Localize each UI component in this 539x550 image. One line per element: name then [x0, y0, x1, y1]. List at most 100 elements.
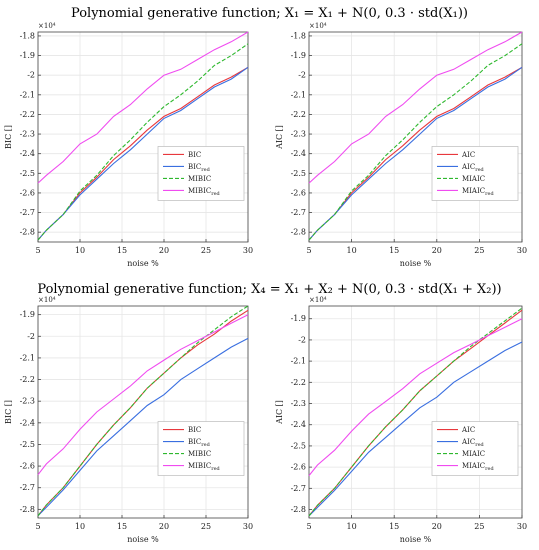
x-axis-label: noise % [400, 535, 432, 544]
chart-panel-2: -2.8 -2.7 -2.6 -2.5 -2.4 -2.3 -2.2 -2.1 -2 -1.9 -1… [275, 22, 527, 268]
x-tick-label: 20 [432, 246, 442, 255]
legend-box [157, 146, 245, 201]
y-tick-label: -2.6 [20, 188, 35, 197]
series-line-aic-red [308, 66, 523, 241]
series-line-bic-red [37, 337, 249, 517]
y-tick-label: -1.8 [20, 31, 35, 40]
series-line-mibic-red [37, 31, 249, 184]
y-tick-label: -2.8 [20, 228, 35, 237]
series-line-bic [37, 309, 249, 517]
chart-panel-4: -2.8 -2.7 -2.6 -2.5 -2.4 -2.3 -2.2 -2.1 -2 -1.9 5 1… [275, 296, 527, 544]
y-tick-label: -2.2 [20, 375, 35, 384]
legend-label: BICred [188, 163, 211, 173]
x-tick-label: 25 [474, 522, 484, 531]
series-line-aic-red [308, 341, 523, 517]
series-line-miaic [308, 307, 523, 517]
legend-label: AIC [461, 151, 475, 159]
legend-label: BIC [188, 426, 201, 434]
y-tick-label: -2.1 [20, 353, 35, 362]
y-tick-label: -2.7 [20, 483, 35, 492]
chart-panel-1: -2.8 -2.7 -2.6 -2.5 -2.4 -2.3 -2.2 -2.1 -2 -1.9 -1… [4, 22, 253, 268]
x-tick-label: 20 [159, 522, 169, 531]
y-tick-label: -2.2 [20, 110, 35, 119]
legend-label: AICred [461, 438, 485, 448]
legend-box [431, 421, 519, 476]
legend-label: MIAIC [462, 175, 485, 183]
plot-area-frame [308, 31, 523, 243]
series-line-mibic-red [37, 314, 249, 476]
x-tick-label: 15 [117, 522, 127, 531]
x-axis-label: noise % [400, 259, 432, 268]
x-tick-label: 30 [517, 246, 527, 255]
series-line-mibic [37, 305, 249, 517]
exponent-label: ×10⁴ [38, 22, 56, 30]
legend-label: AIC [461, 426, 475, 434]
x-axis-label: noise % [127, 535, 159, 544]
y-tick-label: -2.4 [291, 420, 306, 429]
y-axis-label: AIC [] [275, 125, 284, 150]
y-tick-label: -1.9 [291, 314, 306, 323]
y-tick-label: -2.6 [291, 463, 306, 472]
figure-title-top: Polynomial generative function; X₁ = X₁ … [70, 6, 468, 21]
y-tick-label: -2.1 [20, 90, 35, 99]
y-tick-label: -2.8 [20, 505, 35, 514]
plot-area-frame [37, 305, 249, 519]
x-tick-label: 30 [517, 522, 527, 531]
legend-box [157, 421, 245, 476]
legend-label: MIAICred [462, 462, 494, 472]
legend-label: BICred [188, 438, 211, 448]
exponent-label: ×10⁴ [309, 296, 327, 304]
y-tick-label: -2 [27, 332, 35, 341]
y-tick-label: -1.9 [291, 51, 306, 60]
exponent-label: ×10⁴ [38, 296, 56, 304]
x-tick-label: 30 [243, 246, 253, 255]
y-tick-label: -2.5 [291, 169, 306, 178]
y-tick-label: -2.5 [20, 169, 35, 178]
y-tick-label: -1.9 [20, 310, 35, 319]
legend-label: MIBIC [188, 175, 211, 183]
legend-label: AICred [461, 163, 485, 173]
legend-label: MIAIC [462, 450, 485, 458]
y-tick-label: -2.8 [291, 505, 306, 514]
y-tick-label: -2.7 [291, 208, 306, 217]
x-tick-label: 5 [306, 246, 311, 255]
legend-box [431, 146, 519, 201]
y-tick-label: -2.3 [20, 130, 35, 139]
legend-label: MIBICred [188, 462, 221, 472]
figure-title-bottom: Polynomial generative function; X₄ = X₁ … [37, 282, 502, 297]
x-tick-label: 10 [347, 522, 357, 531]
y-axis-label: AIC [] [275, 400, 284, 425]
x-tick-label: 5 [35, 522, 40, 531]
legend-label: MIAICred [462, 187, 494, 197]
y-tick-label: -2.4 [20, 149, 35, 158]
legend-label: BIC [188, 151, 201, 159]
x-tick-label: 10 [75, 522, 85, 531]
y-tick-label: -2.8 [291, 228, 306, 237]
x-tick-label: 30 [243, 522, 253, 531]
x-tick-label: 20 [432, 522, 442, 531]
y-tick-label: -2.7 [20, 208, 35, 217]
x-tick-label: 25 [474, 246, 484, 255]
y-tick-label: -2.7 [291, 484, 306, 493]
series-line-miaic-red [308, 318, 523, 476]
y-tick-label: -2.2 [291, 378, 306, 387]
y-axis-label: BIC [] [4, 125, 13, 149]
chart-panel-3: -2.8 -2.7 -2.6 -2.5 -2.4 -2.3 -2.2 -2.1 -2 -1.9 5 1… [4, 296, 253, 544]
y-tick-label: -2.2 [291, 110, 306, 119]
y-tick-label: -2.5 [20, 440, 35, 449]
y-tick-label: -2 [298, 335, 306, 344]
plot-area-frame [37, 31, 249, 243]
y-tick-label: -2.3 [291, 130, 306, 139]
x-axis-label: noise % [127, 259, 159, 268]
x-tick-label: 20 [159, 246, 169, 255]
series-line-mibic [37, 43, 249, 241]
y-tick-label: -2.6 [20, 462, 35, 471]
x-tick-label: 15 [389, 522, 399, 531]
x-tick-label: 15 [117, 246, 127, 255]
exponent-label: ×10⁴ [309, 22, 327, 30]
y-tick-label: -2 [27, 71, 35, 80]
y-tick-label: -2.4 [20, 418, 35, 427]
series-line-miaic [308, 43, 523, 241]
y-tick-label: -2.6 [291, 188, 306, 197]
